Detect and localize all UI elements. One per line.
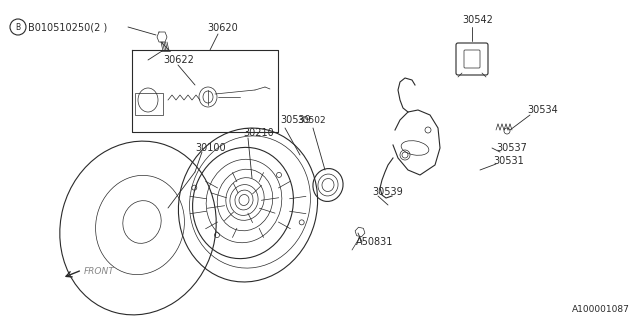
Text: 30100: 30100 bbox=[195, 143, 226, 153]
Text: 30539: 30539 bbox=[280, 115, 311, 125]
Text: A100001087: A100001087 bbox=[572, 306, 630, 315]
Text: 30531: 30531 bbox=[493, 156, 524, 166]
Text: FRONT: FRONT bbox=[84, 268, 115, 276]
Text: 30537: 30537 bbox=[496, 143, 527, 153]
Text: 30539: 30539 bbox=[372, 187, 403, 197]
Bar bbox=[135, 93, 163, 115]
Text: 30542: 30542 bbox=[462, 15, 493, 25]
Text: 30622: 30622 bbox=[163, 55, 194, 65]
Text: 30620: 30620 bbox=[207, 23, 237, 33]
Text: 30210: 30210 bbox=[243, 128, 274, 138]
Text: 30502: 30502 bbox=[297, 116, 326, 124]
Text: B: B bbox=[15, 22, 20, 31]
Text: B010510250(2 ): B010510250(2 ) bbox=[28, 22, 108, 32]
Text: 30534: 30534 bbox=[527, 105, 557, 115]
Text: A50831: A50831 bbox=[356, 237, 394, 247]
